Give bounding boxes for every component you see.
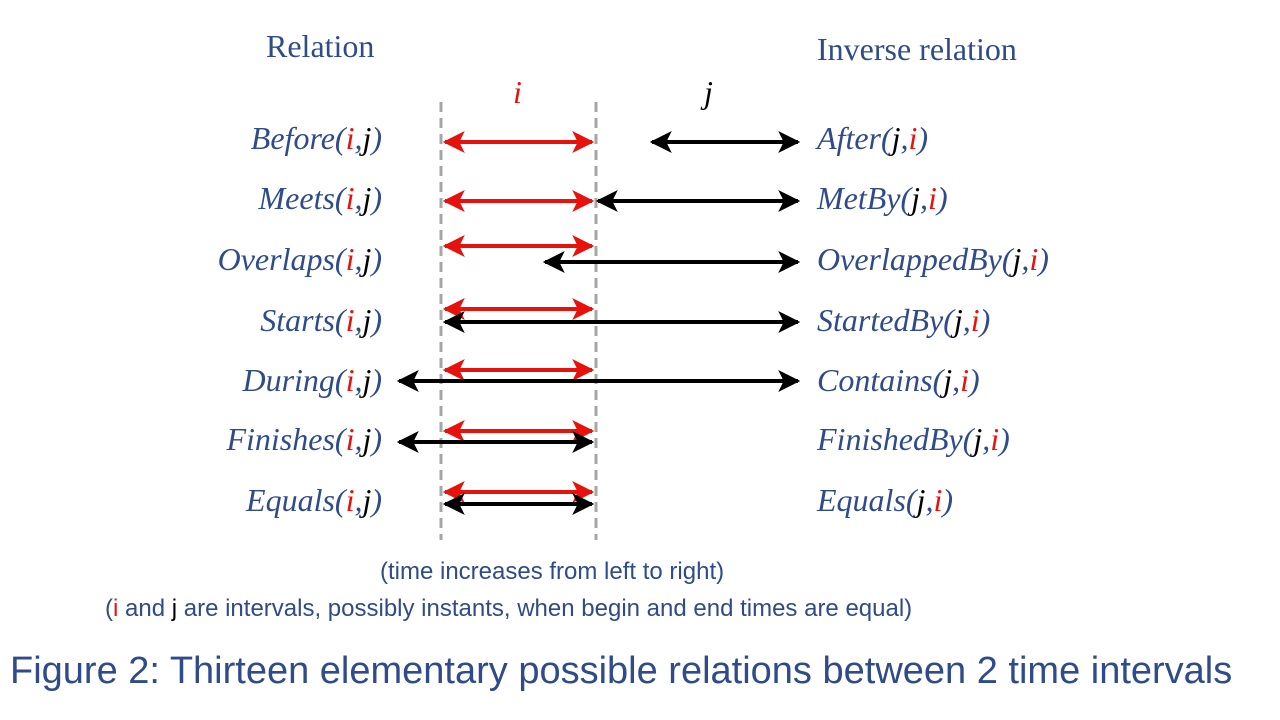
inverse-startedby: StartedBy(j,i) — [817, 302, 991, 338]
relation-name: StartedBy — [817, 302, 944, 338]
relation-starts: Starts(i,j) — [260, 302, 382, 338]
arg-j: j — [1012, 241, 1022, 277]
arg-i: i — [345, 482, 355, 518]
arg-j: j — [362, 120, 372, 156]
interval-j-marker: j — [704, 74, 713, 110]
relation-name: MetBy — [817, 180, 901, 216]
note-j: j — [171, 595, 178, 622]
arg-i: i — [345, 421, 355, 457]
relation-name: Overlaps — [217, 241, 335, 277]
relation-during: During(i,j) — [242, 362, 382, 398]
arg-i: i — [345, 241, 355, 277]
inverse-finishedby: FinishedBy(j,i) — [817, 421, 1010, 457]
arg-j: j — [362, 362, 372, 398]
relation-name: During — [242, 362, 335, 398]
arg-i: i — [345, 180, 355, 216]
relation-before: Before(i,j) — [250, 120, 382, 156]
arg-j: j — [953, 302, 963, 338]
arg-i: i — [908, 120, 918, 156]
time-direction-note: (time increases from left to right) — [380, 558, 725, 585]
relation-name: Before — [250, 120, 335, 156]
arg-i: i — [345, 362, 355, 398]
relation-finishes: Finishes(i,j) — [226, 421, 382, 457]
arg-i: i — [1029, 241, 1039, 277]
arg-j: j — [911, 180, 921, 216]
inverse-relation-header: Inverse relation — [817, 31, 1017, 67]
arg-i: i — [960, 362, 970, 398]
arg-i: i — [928, 180, 937, 216]
note-open-paren: ( — [105, 595, 113, 622]
arg-j: j — [362, 180, 372, 216]
interval-i-marker: i — [513, 74, 522, 110]
relation-name: After — [817, 120, 881, 156]
inverse-contains: Contains(j,i) — [817, 362, 980, 398]
inverse-after: After(j,i) — [817, 120, 929, 156]
note-rest: are intervals, possibly instants, when b… — [177, 595, 913, 622]
arg-j: j — [362, 241, 372, 277]
arg-j: j — [943, 362, 953, 398]
relation-name: Contains — [817, 362, 933, 398]
relation-name: FinishedBy — [817, 421, 963, 457]
relation-equals: Equals(i,j) — [246, 482, 382, 518]
arg-j: j — [891, 120, 901, 156]
relation-header: Relation — [266, 28, 375, 64]
relation-meets: Meets(i,j) — [258, 180, 383, 216]
arg-i: i — [345, 302, 355, 338]
inverse-equals: Equals(j,i) — [817, 482, 953, 518]
arg-i: i — [970, 302, 980, 338]
relation-name: Finishes — [226, 421, 335, 457]
arg-i: i — [933, 482, 943, 518]
inverse-metby: MetBy(j,i) — [817, 180, 948, 216]
figure-caption: Figure 2: Thirteen elementary possible r… — [10, 650, 1233, 692]
arg-j: j — [362, 482, 372, 518]
relation-name: Meets — [258, 180, 335, 216]
arg-j: j — [362, 421, 372, 457]
interval-definition-note: (i and j are intervals, possibly instant… — [105, 595, 912, 623]
arg-j: j — [362, 302, 372, 338]
arg-i: i — [990, 421, 1000, 457]
inverse-overlappedby: OverlappedBy(j,i) — [817, 241, 1049, 277]
relation-name: Starts — [260, 302, 335, 338]
arg-i: i — [345, 120, 355, 156]
relation-name: Equals — [246, 482, 335, 518]
arg-j: j — [916, 482, 926, 518]
note-i: i — [113, 595, 119, 622]
relation-name: OverlappedBy — [817, 241, 1002, 277]
arg-j: j — [973, 421, 983, 457]
relation-name: Equals — [817, 482, 906, 518]
note-and: and — [118, 595, 172, 622]
relation-overlaps: Overlaps(i,j) — [217, 241, 382, 277]
